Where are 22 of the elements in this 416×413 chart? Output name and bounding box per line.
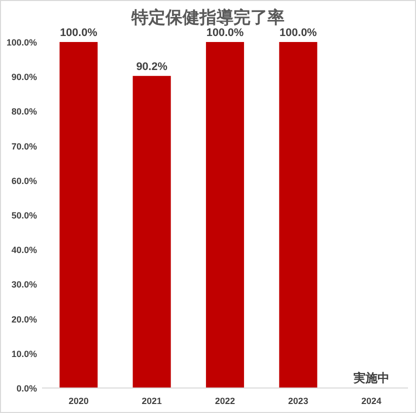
x-tick-label: 2021 — [142, 396, 162, 406]
data-label: 100.0% — [280, 27, 318, 39]
data-label: 100.0% — [206, 27, 244, 39]
y-tick-label: 30.0% — [11, 280, 37, 290]
y-tick-label: 70.0% — [11, 141, 37, 152]
y-tick-label: 10.0% — [11, 348, 37, 359]
x-tick-label: 2020 — [68, 396, 89, 406]
y-tick-label: 0.0% — [16, 384, 37, 394]
annotation: 実施中 — [352, 371, 390, 385]
chart-title: 特定保健指導完了率 — [130, 8, 284, 27]
x-tick-label: 2023 — [288, 396, 308, 406]
y-tick-label: 90.0% — [11, 72, 37, 82]
y-tick-label: 40.0% — [11, 245, 37, 256]
y-tick-label: 50.0% — [11, 210, 37, 220]
y-tick-label: 100.0% — [6, 38, 37, 48]
y-tick-label: 60.0% — [11, 176, 37, 186]
data-label: 100.0% — [60, 27, 98, 39]
x-tick-label: 2024 — [361, 396, 382, 406]
y-tick-label: 80.0% — [11, 106, 37, 117]
y-tick-label: 20.0% — [11, 314, 37, 324]
data-label: 90.2% — [136, 60, 168, 73]
x-tick-label: 2022 — [214, 396, 236, 406]
